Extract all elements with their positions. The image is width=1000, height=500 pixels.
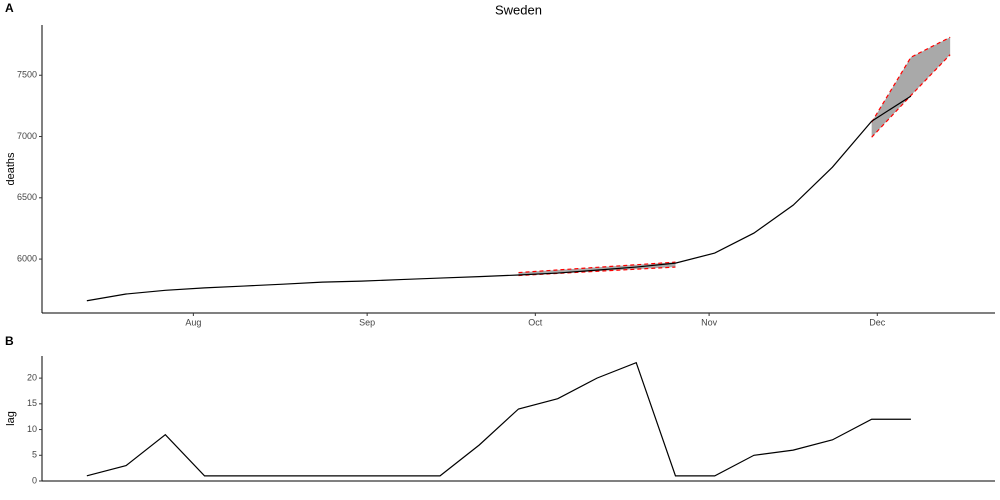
y-tick-label: 7500 (17, 70, 37, 80)
y-tick-label: 5 (32, 450, 37, 460)
band-edge (518, 266, 676, 277)
band-edge (871, 36, 951, 123)
forecast-band (871, 37, 951, 138)
y-axis-label: lag (5, 411, 17, 426)
y-tick-label: 0 (32, 475, 37, 485)
x-tick-label: Nov (701, 317, 718, 327)
chart-title: Sweden (495, 2, 542, 17)
band-edge (871, 54, 951, 138)
x-tick-label: Dec (869, 317, 886, 327)
y-tick-label: 6000 (17, 253, 37, 263)
forecast-band (518, 262, 676, 276)
x-tick-label: Oct (528, 317, 543, 327)
x-tick-label: Aug (185, 317, 201, 327)
data-line (86, 361, 911, 477)
band-edge (518, 261, 676, 274)
x-tick-label: Sep (359, 317, 375, 327)
y-tick-label: 10 (27, 424, 37, 434)
data-line (86, 95, 912, 302)
panel-tag: A (5, 1, 14, 15)
y-tick-label: 15 (27, 398, 37, 408)
y-tick-label: 6500 (17, 192, 37, 202)
y-axis-label: deaths (5, 152, 17, 186)
y-tick-label: 7000 (17, 131, 37, 141)
y-tick-label: 20 (27, 372, 37, 382)
panel-tag: B (5, 334, 14, 348)
